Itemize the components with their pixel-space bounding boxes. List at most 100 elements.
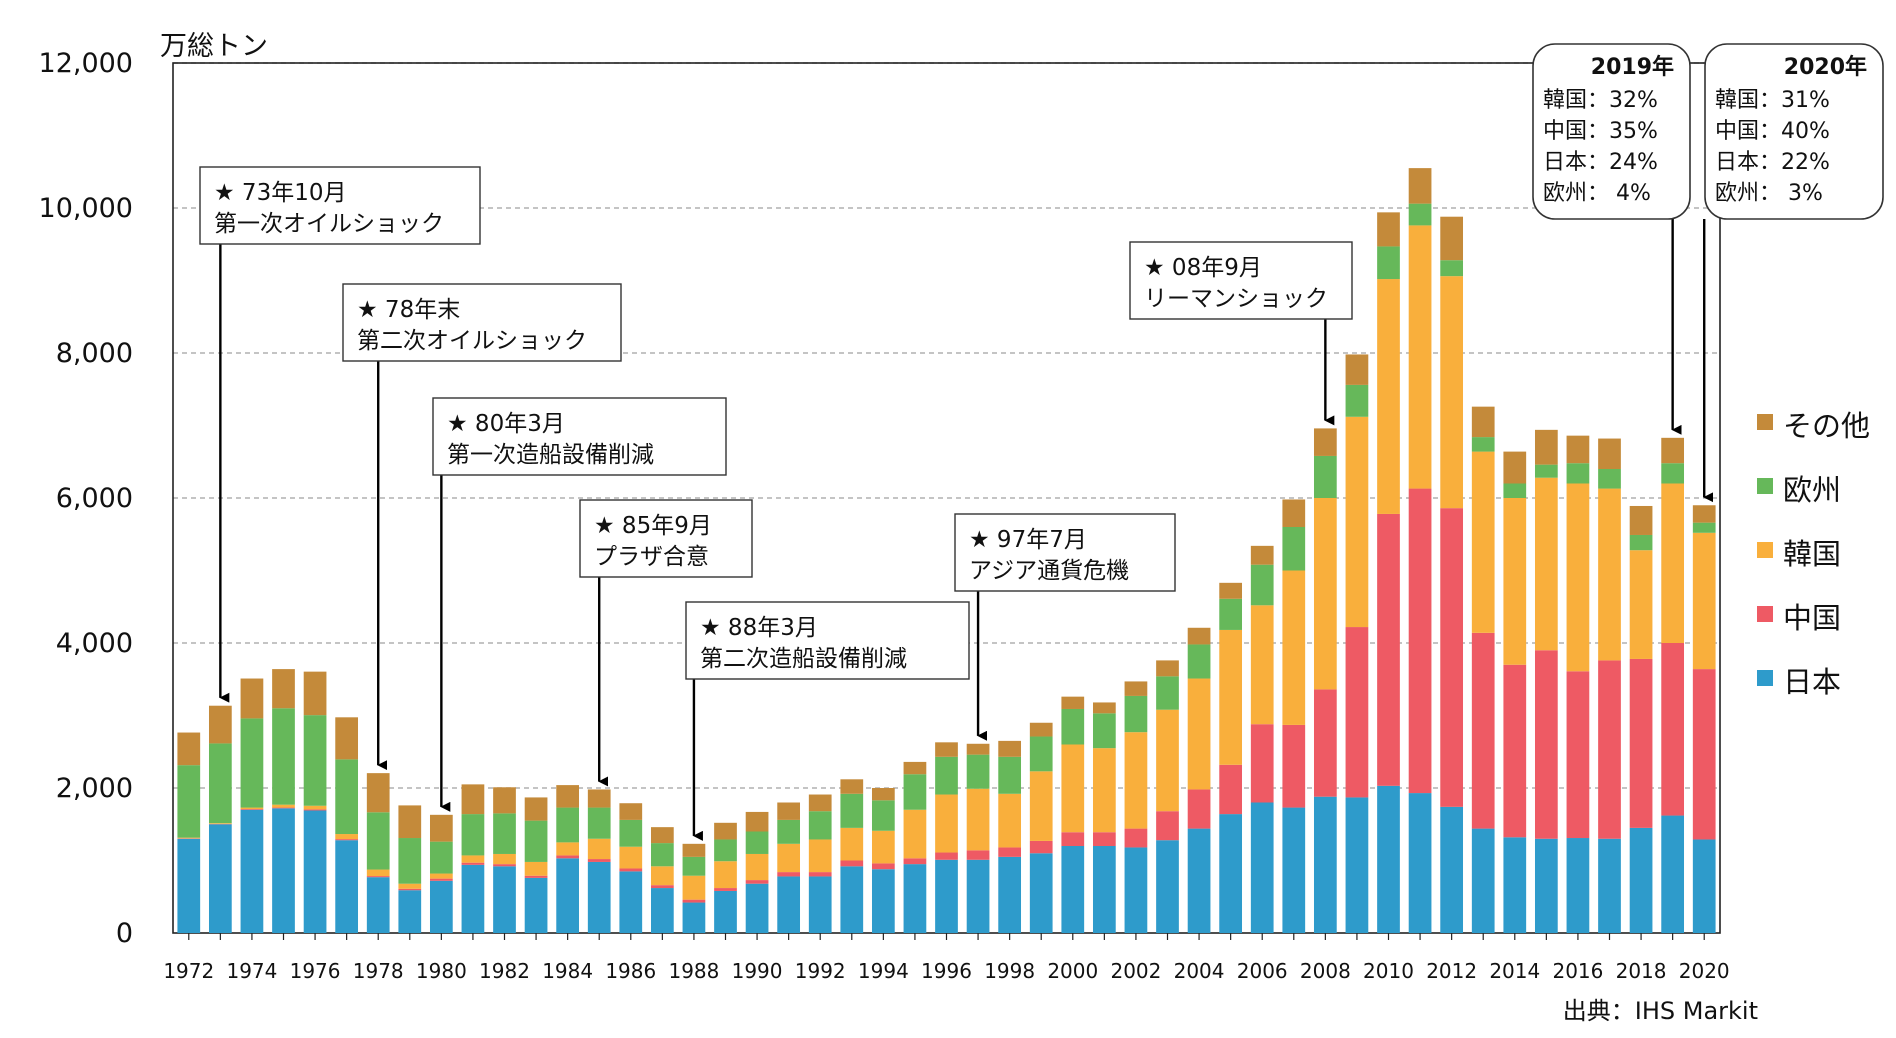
bar-segment bbox=[777, 876, 801, 933]
bar-segment bbox=[745, 880, 769, 884]
bar-segment bbox=[335, 840, 359, 933]
legend-label: 韓国 bbox=[1783, 537, 1841, 571]
bar-segment bbox=[1092, 713, 1116, 749]
bar-segment bbox=[1345, 797, 1369, 933]
bar-segment bbox=[808, 839, 832, 873]
bar-segment bbox=[1629, 505, 1653, 535]
bar-segment bbox=[1692, 505, 1716, 523]
bar-segment bbox=[808, 794, 832, 812]
bar-segment bbox=[1061, 696, 1085, 709]
bar-segment bbox=[1503, 451, 1527, 484]
bar-segment bbox=[1029, 771, 1053, 841]
bar-segment bbox=[840, 793, 864, 828]
x-tick-label: 1982 bbox=[479, 959, 530, 983]
x-tick-label: 1986 bbox=[605, 959, 656, 983]
x-tick-label: 1972 bbox=[163, 959, 214, 983]
share-callout-line: 日本：24% bbox=[1543, 150, 1658, 175]
bar-segment bbox=[272, 807, 295, 809]
bar-segment bbox=[303, 810, 327, 933]
bar-segment bbox=[461, 814, 485, 856]
bar-segment bbox=[745, 811, 769, 832]
annotation-event: プラザ合意 bbox=[594, 544, 709, 570]
annotation-box bbox=[199, 166, 481, 245]
bar-segment bbox=[177, 732, 201, 766]
bar-segment bbox=[177, 837, 201, 839]
bar-segment bbox=[1629, 534, 1653, 551]
legend-label: 日本 bbox=[1783, 665, 1841, 699]
bar-segment bbox=[272, 708, 295, 805]
bar-segment bbox=[1629, 827, 1653, 933]
bar-segment bbox=[1156, 840, 1179, 933]
bar-segment bbox=[871, 800, 895, 831]
bar-segment bbox=[1061, 708, 1085, 745]
annotation-date: ★ 08年9月 bbox=[1144, 255, 1262, 281]
bar-segment bbox=[714, 890, 737, 933]
y-tick-label: 12,000 bbox=[39, 48, 133, 79]
bar-segment bbox=[1156, 676, 1179, 710]
bar-segment bbox=[966, 850, 990, 860]
bar-segment bbox=[1187, 627, 1211, 645]
bar-segment bbox=[1124, 732, 1148, 829]
bar-segment bbox=[272, 808, 295, 933]
bar-segment bbox=[903, 858, 927, 865]
bar-segment bbox=[1029, 840, 1053, 854]
bar-segment bbox=[1124, 847, 1148, 933]
bar-segment bbox=[745, 831, 769, 854]
source-note: 出典：IHS Markit bbox=[1563, 997, 1758, 1025]
bar-segment bbox=[1219, 814, 1243, 933]
share-callout-line: 欧州： 4% bbox=[1543, 181, 1651, 206]
bar-segment bbox=[1598, 488, 1621, 661]
bar-segment bbox=[1661, 643, 1685, 816]
x-tick-label: 1996 bbox=[921, 959, 972, 983]
bar-segment bbox=[1471, 451, 1495, 633]
bar-segment bbox=[714, 861, 737, 889]
bar-segment bbox=[1124, 681, 1148, 696]
annotation-event: 第二次オイルショック bbox=[357, 328, 587, 354]
bar-segment bbox=[366, 812, 390, 870]
bar-segment bbox=[1219, 582, 1243, 599]
bar-segment bbox=[556, 855, 580, 859]
x-tick-label: 1992 bbox=[795, 959, 846, 983]
x-tick-label: 2000 bbox=[1047, 959, 1098, 983]
bar-segment bbox=[1408, 168, 1432, 204]
bar-segment bbox=[493, 864, 516, 867]
legend-swatch bbox=[1757, 542, 1773, 558]
bar-segment bbox=[682, 856, 706, 876]
bar-segment bbox=[1187, 644, 1211, 679]
annotation-date: ★ 97年7月 bbox=[969, 527, 1087, 553]
bar-segment bbox=[1377, 785, 1400, 933]
bar-segment bbox=[1377, 246, 1400, 280]
bar-segment bbox=[1598, 838, 1621, 933]
bar-segment bbox=[1282, 499, 1306, 527]
legend-label: 中国 bbox=[1783, 601, 1841, 635]
legend-swatch bbox=[1757, 606, 1773, 622]
bar-segment bbox=[461, 862, 485, 865]
bar-segment bbox=[398, 883, 422, 889]
legend-swatch bbox=[1757, 478, 1773, 494]
bar-segment bbox=[935, 756, 958, 795]
annotation-date: ★ 73年10月 bbox=[214, 180, 346, 206]
legend-swatch bbox=[1757, 414, 1773, 430]
bar-segment bbox=[998, 793, 1022, 848]
bar-segment bbox=[1503, 483, 1527, 498]
bar-segment bbox=[1313, 796, 1337, 933]
bar-segment bbox=[587, 861, 611, 933]
bar-segment bbox=[524, 861, 548, 876]
bar-segment bbox=[1440, 260, 1464, 277]
bar-segment bbox=[240, 718, 264, 808]
bar-segment bbox=[303, 809, 327, 811]
legend-label: その他 bbox=[1783, 409, 1870, 443]
bar-segment bbox=[587, 859, 611, 862]
legend-label: 欧州 bbox=[1783, 473, 1841, 507]
x-tick-label: 1984 bbox=[542, 959, 593, 983]
bar-segment bbox=[1282, 527, 1306, 571]
bar-segment bbox=[1534, 464, 1558, 478]
bar-segment bbox=[777, 872, 801, 877]
y-tick-label: 8,000 bbox=[56, 338, 133, 369]
bar-segment bbox=[777, 819, 801, 844]
bar-segment bbox=[556, 842, 580, 856]
bar-segment bbox=[871, 869, 895, 933]
bar-segment bbox=[714, 839, 737, 862]
bar-segment bbox=[1471, 632, 1495, 829]
